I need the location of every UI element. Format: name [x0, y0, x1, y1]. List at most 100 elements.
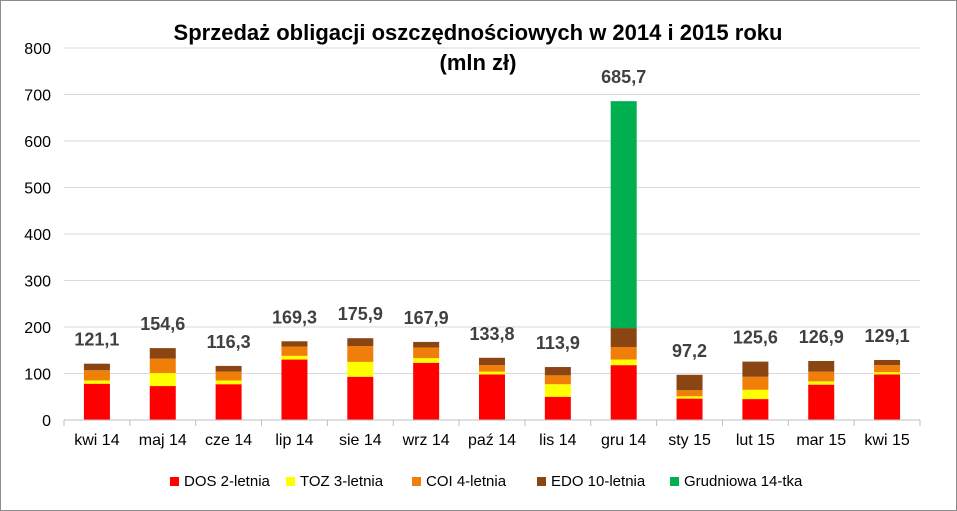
total-label: 97,2	[672, 341, 707, 361]
y-tick-label: 600	[24, 134, 51, 151]
bar-segment-toz-3-letnia	[347, 361, 374, 377]
bar-segment-toz-3-letnia	[281, 355, 308, 360]
bar-segment-coi-4-letnia	[413, 347, 440, 359]
bar-segment-dos-2-letnia	[874, 374, 901, 420]
y-axis-ticks: 0 100 200 300 400 500 600 700 800	[24, 41, 51, 430]
bar-segment-edo-10-letnia	[215, 365, 242, 372]
bar-segment-edo-10-letnia	[742, 361, 769, 377]
x-tick-label: paź 14	[468, 432, 516, 449]
y-tick-label: 100	[24, 367, 51, 384]
legend-swatch	[412, 477, 421, 486]
y-tick-label: 200	[24, 320, 51, 337]
bar-segment-dos-2-letnia	[610, 365, 637, 420]
x-axis: kwi 14 maj 14 cze 14 lip 14 sie 14 wrz 14 paź …	[63, 419, 921, 449]
x-tick-label: wrz 14	[402, 432, 450, 449]
bar-segment-dos-2-letnia	[808, 384, 835, 420]
legend-label: COI 4-letnia	[426, 473, 507, 490]
bar-segment-toz-3-letnia	[874, 372, 901, 375]
bar-segment-coi-4-letnia	[874, 365, 901, 373]
bar-segment-coi-4-letnia	[281, 346, 308, 356]
legend-swatch	[286, 477, 295, 486]
bar-segment-toz-3-letnia	[83, 380, 110, 384]
total-labels: 121,1 154,6 116,3 169,3 175,9 167,9 133,8 113,9…	[74, 67, 909, 361]
bar-segment-grudniowa-14-tka	[610, 101, 637, 329]
chart-subtitle: (mln zł)	[440, 50, 517, 75]
bar-segment-toz-3-letnia	[479, 371, 505, 375]
bar-segment-coi-4-letnia	[544, 375, 571, 385]
total-label: 167,9	[404, 308, 449, 328]
bar-segment-coi-4-letnia	[808, 371, 835, 382]
x-tick-label: sty 15	[668, 432, 711, 449]
total-label: 129,1	[865, 326, 910, 346]
total-label: 113,9	[536, 333, 580, 353]
bar-segment-edo-10-letnia	[83, 363, 110, 371]
bar-segment-coi-4-letnia	[676, 390, 703, 397]
y-tick-label: 500	[24, 181, 51, 198]
legend-swatch	[670, 477, 679, 486]
bar-segment-toz-3-letnia	[413, 358, 440, 363]
x-tick-label: sie 14	[339, 432, 382, 449]
bar-segment-coi-4-letnia	[479, 365, 505, 372]
bar-segment-dos-2-letnia	[347, 376, 374, 420]
y-tick-label: 300	[24, 274, 51, 291]
bars	[83, 101, 901, 420]
bar-segment-dos-2-letnia	[544, 396, 571, 420]
total-label: 685,7	[601, 67, 646, 87]
bar-segment-coi-4-letnia	[149, 358, 176, 374]
bar-segment-coi-4-letnia	[610, 346, 637, 360]
total-label: 116,3	[207, 332, 251, 352]
legend-label: Grudniowa 14-tka	[684, 473, 803, 490]
y-tick-label: 400	[24, 227, 51, 244]
bar-segment-edo-10-letnia	[808, 360, 835, 372]
total-label: 175,9	[338, 304, 383, 324]
total-label: 121,1	[74, 330, 119, 350]
bar-segment-edo-10-letnia	[544, 367, 571, 376]
bar-segment-toz-3-letnia	[215, 380, 242, 385]
chart-title: Sprzedaż obligacji oszczędnościowych w 2…	[174, 20, 783, 45]
legend-swatch	[170, 477, 179, 486]
y-tick-label: 800	[24, 41, 51, 58]
bar-segment-toz-3-letnia	[149, 373, 176, 387]
bar-segment-dos-2-letnia	[149, 386, 176, 420]
grid-lines	[64, 47, 920, 374]
x-tick-label: cze 14	[205, 432, 252, 449]
bar-segment-dos-2-letnia	[479, 374, 505, 420]
bar-segment-dos-2-letnia	[413, 362, 440, 420]
bar-segment-coi-4-letnia	[742, 376, 769, 390]
bar-segment-edo-10-letnia	[347, 338, 374, 347]
legend-label: TOZ 3-letnia	[300, 473, 384, 490]
y-tick-label: 700	[24, 88, 51, 105]
x-tick-label: lis 14	[539, 432, 576, 449]
y-tick-label: 0	[42, 413, 51, 430]
legend: DOS 2-letnia TOZ 3-letnia COI 4-letnia EDO …	[170, 473, 803, 490]
legend-label: DOS 2-letnia	[184, 473, 271, 490]
total-label: 169,3	[272, 307, 317, 327]
bar-segment-edo-10-letnia	[610, 328, 637, 347]
x-tick-label: lip 14	[275, 432, 313, 449]
legend-swatch	[537, 477, 546, 486]
total-label: 126,9	[799, 327, 844, 347]
bar-segment-edo-10-letnia	[149, 348, 176, 359]
bar-segment-dos-2-letnia	[676, 398, 703, 420]
x-tick-label: gru 14	[601, 432, 646, 449]
x-tick-label: lut 15	[736, 432, 775, 449]
bar-segment-edo-10-letnia	[281, 341, 308, 347]
bar-segment-toz-3-letnia	[808, 381, 835, 385]
bar-segment-toz-3-letnia	[544, 384, 571, 397]
bar-segment-toz-3-letnia	[742, 389, 769, 400]
total-label: 133,8	[469, 324, 514, 344]
x-tick-label: mar 15	[796, 432, 846, 449]
bar-segment-edo-10-letnia	[874, 359, 901, 366]
bar-segment-dos-2-letnia	[215, 384, 242, 420]
bar-segment-toz-3-letnia	[610, 359, 637, 366]
x-tick-label: kwi 15	[864, 432, 909, 449]
bar-segment-edo-10-letnia	[413, 341, 440, 348]
bar-segment-dos-2-letnia	[281, 359, 308, 420]
x-tick-label: maj 14	[139, 432, 187, 449]
bar-segment-coi-4-letnia	[215, 371, 242, 381]
bar-segment-coi-4-letnia	[347, 346, 374, 362]
bar-segment-toz-3-letnia	[676, 396, 703, 399]
bar-segment-edo-10-letnia	[676, 374, 703, 391]
